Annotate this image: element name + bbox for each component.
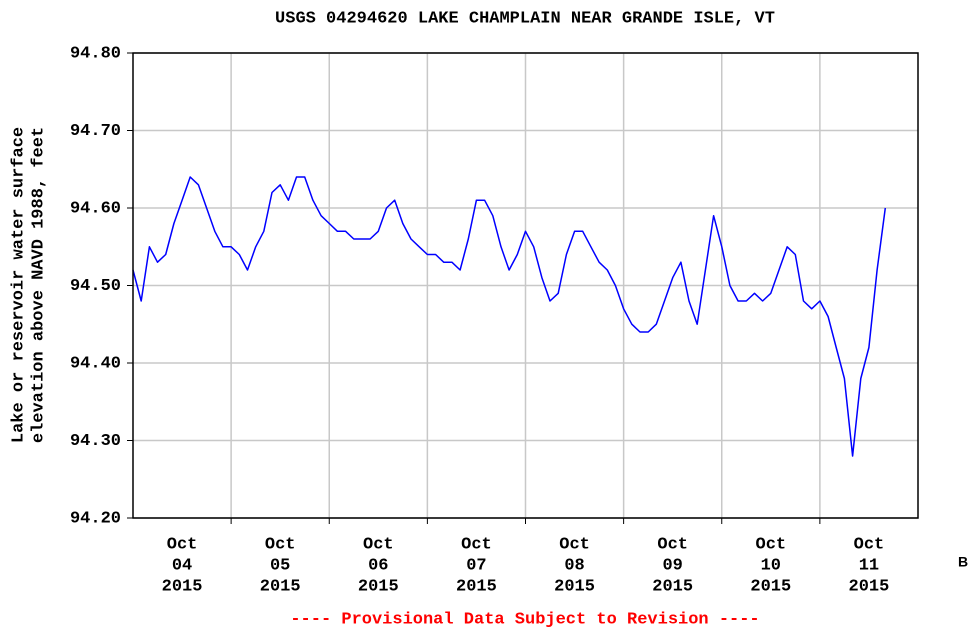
footer-note: ---- Provisional Data Subject to Revisio… (290, 610, 759, 629)
x-tick-label: 2015 (652, 577, 693, 596)
x-tick-label: 10 (761, 556, 781, 575)
x-tick-label: 2015 (456, 577, 497, 596)
x-tick-label: Oct (363, 535, 394, 554)
x-tick-label: 05 (270, 556, 290, 575)
x-tick-label: Oct (167, 535, 198, 554)
y-tick-label: 94.30 (70, 432, 121, 451)
x-tick-label: 2015 (750, 577, 791, 596)
x-tick-label: 2015 (162, 577, 203, 596)
x-tick-label: 04 (172, 556, 192, 575)
x-tick-label: 09 (662, 556, 682, 575)
y-tick-label: 94.40 (70, 354, 121, 373)
x-tick-label: 07 (466, 556, 486, 575)
x-tick-label: Oct (559, 535, 590, 554)
x-tick-label: 2015 (358, 577, 399, 596)
y-tick-label: 94.50 (70, 277, 121, 296)
y-tick-label: 94.20 (70, 509, 121, 528)
x-tick-label: Oct (265, 535, 296, 554)
x-tick-label: 2015 (554, 577, 595, 596)
y-axis-label: Lake or reservoir water surface (9, 127, 28, 443)
chart-title: USGS 04294620 LAKE CHAMPLAIN NEAR GRANDE… (275, 9, 775, 28)
x-tick-label: 2015 (260, 577, 301, 596)
x-tick-label: 11 (859, 556, 879, 575)
x-tick-label: Oct (461, 535, 492, 554)
plot-frame (132, 52, 919, 519)
x-tick-label: Oct (657, 535, 688, 554)
y-tick-label: 94.70 (70, 122, 121, 141)
x-tick-label: Oct (756, 535, 787, 554)
x-tick-label: Oct (854, 535, 885, 554)
data-line (132, 176, 887, 457)
x-tick-label: 2015 (849, 577, 890, 596)
corner-label: B (958, 554, 968, 570)
x-tick-label: 06 (368, 556, 388, 575)
y-tick-label: 94.80 (70, 44, 121, 63)
y-axis-label: elevation above NAVD 1988, feet (29, 127, 48, 443)
x-tick-label: 08 (564, 556, 584, 575)
y-tick-label: 94.60 (70, 199, 121, 218)
